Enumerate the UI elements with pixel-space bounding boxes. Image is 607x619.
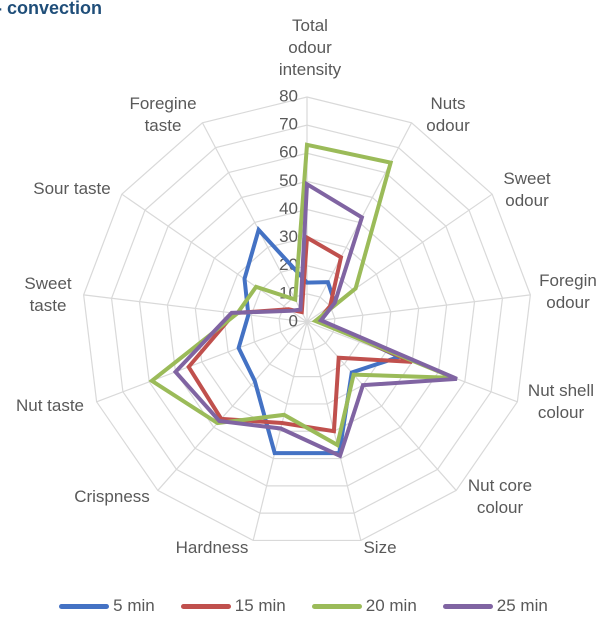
legend-label: 15 min bbox=[234, 596, 286, 615]
chart-title: - convection bbox=[0, 0, 103, 18]
legend-swatch bbox=[180, 603, 231, 609]
category-label: Crispness bbox=[74, 487, 150, 506]
legend-item: 20 min bbox=[311, 596, 417, 616]
category-label: Hardness bbox=[175, 538, 249, 557]
spoke bbox=[96, 321, 308, 403]
spoke bbox=[157, 321, 308, 491]
legend: 5 min 15 min 20 min 25 min bbox=[0, 596, 607, 616]
r-tick-label: 60 bbox=[279, 143, 298, 162]
r-tick-label: 0 bbox=[289, 311, 298, 330]
legend-label: 20 min bbox=[365, 596, 417, 615]
grid-ring bbox=[138, 152, 476, 487]
spoke bbox=[252, 321, 308, 541]
category-label: Sweet taste bbox=[24, 274, 72, 315]
category-label: Nut core colour bbox=[467, 476, 533, 517]
legend-item: 25 min bbox=[442, 596, 548, 616]
category-label: Sweet odour bbox=[503, 169, 551, 210]
grid-ring bbox=[110, 124, 504, 514]
legend-item: 15 min bbox=[180, 596, 286, 616]
category-label: Size bbox=[363, 538, 397, 557]
r-tick-label: 50 bbox=[279, 171, 298, 190]
r-tick-label: 70 bbox=[279, 115, 298, 134]
r-tick-label: 30 bbox=[279, 227, 298, 246]
grid-ring bbox=[250, 265, 364, 378]
grid-ring bbox=[83, 96, 531, 542]
legend-swatch bbox=[59, 603, 110, 609]
spoke bbox=[121, 193, 308, 323]
category-label: Nut shell colour bbox=[527, 381, 595, 422]
spoke bbox=[83, 294, 308, 323]
category-label: Foregin odour bbox=[539, 271, 597, 312]
r-tick-label: 40 bbox=[279, 199, 298, 218]
series-line bbox=[148, 142, 456, 448]
grid-ring bbox=[194, 208, 420, 432]
category-label: Nuts odour bbox=[426, 94, 470, 135]
r-tick-label: 80 bbox=[279, 86, 298, 105]
legend-label: 5 min bbox=[113, 596, 155, 615]
spoke bbox=[306, 294, 531, 323]
category-label: Sour taste bbox=[33, 179, 111, 198]
legend-label: 25 min bbox=[496, 596, 548, 615]
series-line bbox=[172, 180, 458, 459]
legend-swatch bbox=[442, 603, 493, 609]
category-label: Foregine taste bbox=[129, 94, 197, 135]
grid-ring bbox=[222, 237, 392, 405]
spoke bbox=[201, 122, 308, 323]
legend-swatch bbox=[311, 603, 362, 609]
category-label: Total odour intensity bbox=[278, 16, 342, 79]
category-label: Nut taste bbox=[15, 396, 85, 415]
grid-ring bbox=[166, 180, 448, 460]
legend-item: 5 min bbox=[59, 596, 155, 616]
spoke bbox=[306, 321, 457, 491]
